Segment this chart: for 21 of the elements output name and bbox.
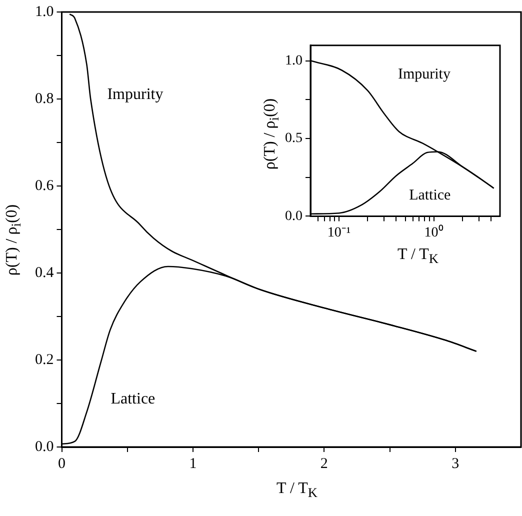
x-tick-label: 3: [452, 456, 460, 472]
y-tick-label: 0.0: [285, 208, 302, 224]
y-tick-label: 0.6: [35, 178, 54, 194]
y-tick-label: 1.0: [35, 4, 54, 20]
series-label: Impurity: [398, 66, 451, 82]
y-tick-label: 0.4: [35, 264, 54, 281]
x-tick-label: 0: [58, 456, 66, 472]
y-tick-label: 0.2: [35, 352, 54, 368]
x-tick-label: 10⁰: [424, 224, 444, 240]
y-tick-label: 1.0: [285, 54, 302, 69]
y-tick-label: 0.5: [285, 131, 302, 146]
x-tick-label: 1: [189, 456, 197, 472]
y-tick-label: 0.0: [35, 438, 54, 455]
series-label: Lattice: [110, 390, 156, 408]
x-axis-title: T / T$_{K}$: [397, 246, 439, 268]
series-label: Impurity: [107, 86, 164, 103]
x-tick-label: 10⁻¹: [327, 225, 351, 240]
y-tick-label: 0.8: [35, 90, 54, 107]
x-tick-label: 2: [320, 456, 328, 472]
x-axis-title: T / T$_{K}$: [276, 480, 318, 502]
series-label: Lattice: [409, 188, 452, 204]
